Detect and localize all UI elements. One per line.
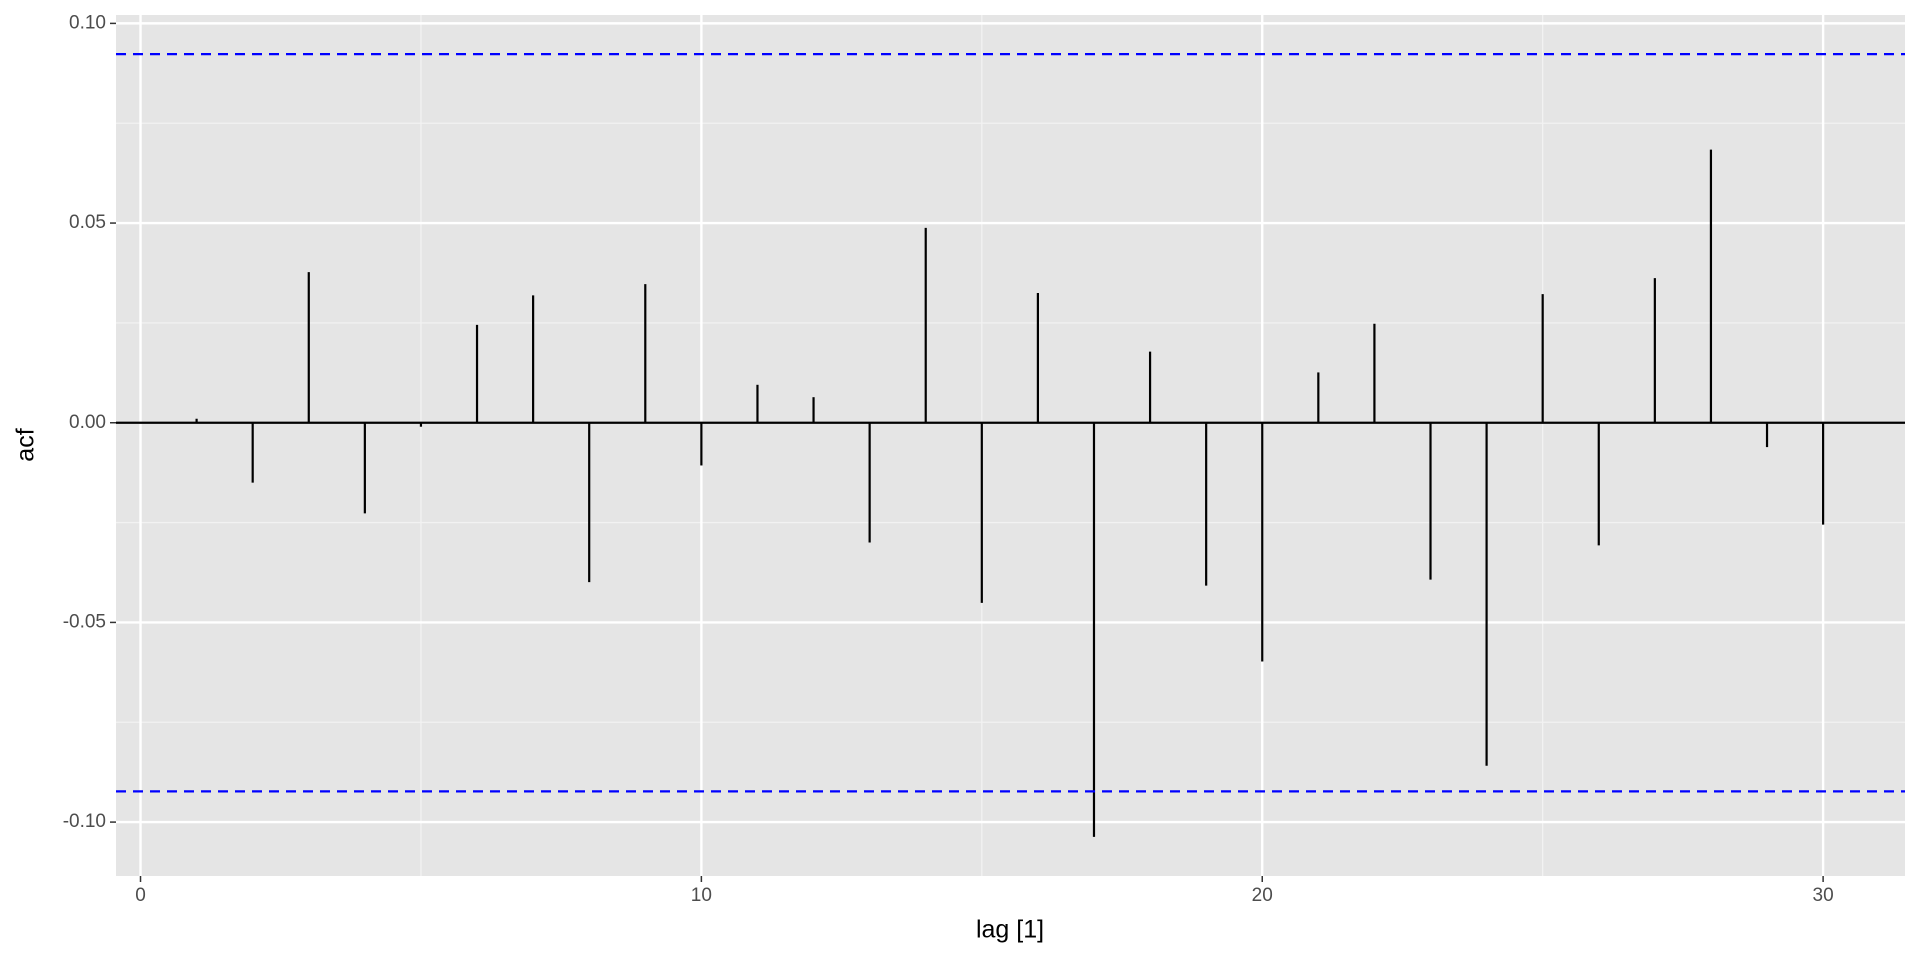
x-tick-label: 30 [1813, 885, 1834, 906]
y-tick-label: -0.05 [63, 611, 106, 632]
panel [116, 15, 1905, 876]
y-tick-label: 0.00 [69, 412, 106, 433]
y-axis-title: acf [12, 428, 40, 461]
y-tick-label: 0.10 [69, 12, 106, 33]
x-tick-label: 10 [691, 885, 712, 906]
x-axis-title: lag [1] [976, 916, 1044, 944]
x-tick-label: 0 [135, 885, 146, 906]
y-tick-label: 0.05 [69, 212, 106, 233]
x-tick-label: 20 [1252, 885, 1273, 906]
y-tick-label: -0.10 [63, 811, 106, 832]
